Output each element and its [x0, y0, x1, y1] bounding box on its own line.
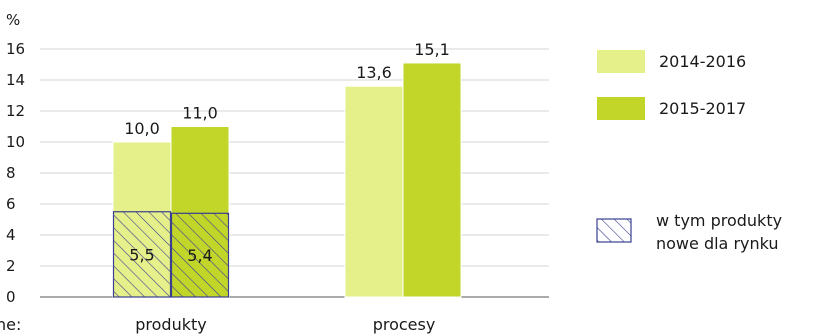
legend-label-2015-2017: 2015-2017 [659, 99, 746, 118]
bar-2014-2016-procesy [344, 85, 404, 298]
data-label: 15,1 [414, 40, 450, 59]
category-label-produkty: produkty [135, 315, 206, 334]
y-tick-label: 0 [6, 288, 16, 306]
y-tick-label: 6 [6, 195, 16, 213]
y-tick-label: 16 [6, 40, 25, 58]
overlay-bars: 5,5 5,4 [112, 211, 230, 298]
legend-label-overlay-line1: w tym produkty [656, 211, 782, 230]
legend-swatch-overlay [596, 218, 632, 243]
y-tick-label: 2 [6, 257, 16, 275]
legend-swatch-2014-2016 [597, 50, 645, 73]
y-tick-label: 4 [6, 226, 16, 244]
legend-swatch-2015-2017 [597, 97, 645, 120]
y-tick-label: 10 [6, 133, 25, 151]
overlay-label: 5,4 [187, 246, 212, 265]
y-tick-label: 12 [6, 102, 25, 120]
legend-label-2014-2016: 2014-2016 [659, 52, 746, 71]
legend: 2014-2016 2015-2017 w tym produkty nowe … [596, 50, 782, 253]
overlay-bar [170, 212, 230, 298]
bar-2015-2017-procesy [402, 62, 462, 298]
y-tick-label: 8 [6, 164, 16, 182]
data-label: 13,6 [356, 63, 392, 82]
legend-label-overlay-line2: nowe dla rynku [656, 234, 779, 253]
category-label-procesy: procesy [373, 315, 436, 334]
data-label: 10,0 [124, 119, 160, 138]
overlay-label: 5,5 [129, 245, 154, 264]
y-tick-label: 14 [6, 71, 25, 89]
overlay-bar [112, 211, 172, 298]
unit-label: % [6, 11, 20, 29]
data-label: 11,0 [182, 104, 218, 123]
data-labels: 10,0 13,6 11,0 15,1 [124, 40, 450, 138]
y-axis-ticks: 0 2 4 6 8 10 12 14 16 [6, 40, 25, 306]
category-prefix: ne: [0, 315, 21, 334]
